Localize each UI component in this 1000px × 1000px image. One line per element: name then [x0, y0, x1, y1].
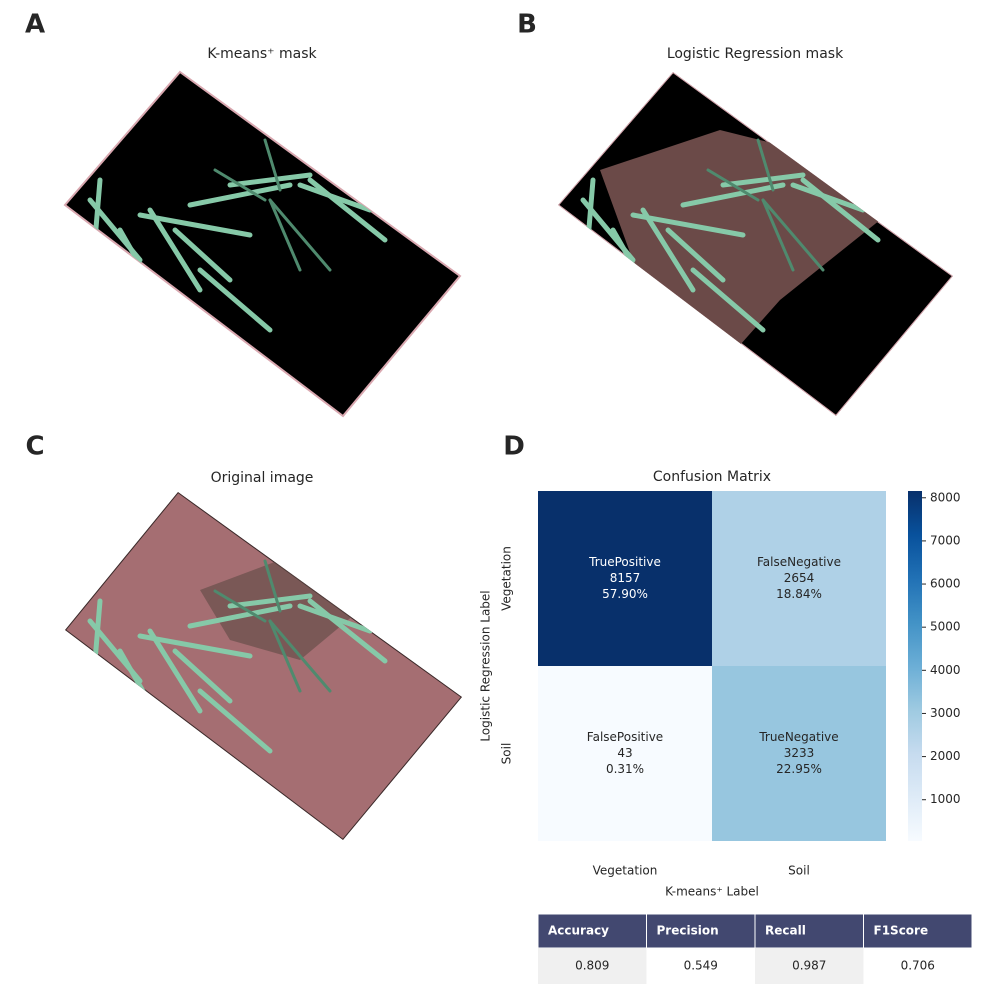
table-value: 0.706 — [901, 959, 935, 973]
heatmap-cell — [538, 666, 712, 841]
table-header-cell — [537, 913, 647, 949]
y-tick-label: Vegetation — [500, 546, 514, 611]
colorbar-tick-label: 1000 — [930, 792, 961, 806]
cell-percent: 57.90% — [602, 587, 648, 601]
heatmap-cell — [538, 491, 712, 666]
y-tick-label: Soil — [500, 743, 514, 765]
colorbar — [908, 491, 922, 841]
cell-percent: 18.84% — [776, 587, 822, 601]
table-value: 0.809 — [575, 959, 609, 973]
metrics-table: Accuracy Precision Recall F1Score 0.809 0.549… — [537, 913, 973, 984]
panel-title: K-means⁺ mask — [207, 46, 317, 62]
table-cell — [863, 948, 972, 984]
colorbar-tick-label: 2000 — [930, 749, 961, 763]
table-header-cell — [863, 913, 973, 949]
heatmap-cell — [712, 666, 886, 841]
cell-value: 3233 — [784, 746, 815, 760]
colorbar-tick-label: 7000 — [930, 533, 961, 547]
colorbar-tick-label: 4000 — [930, 663, 961, 677]
colorbar-tick-label: 8000 — [930, 490, 961, 504]
panel-letter: B — [517, 10, 537, 40]
cell-name: TrueNegative — [758, 730, 838, 744]
table-header-cell — [646, 913, 756, 949]
panel-letter: D — [503, 432, 525, 462]
colorbar-tick-label: 3000 — [930, 706, 961, 720]
table-cell — [538, 948, 647, 984]
heatmap-cell — [712, 491, 886, 666]
table-value: 0.987 — [792, 959, 826, 973]
panel-letter: C — [25, 432, 44, 462]
cell-percent: 0.31% — [606, 762, 644, 776]
x-tick-label: Soil — [788, 864, 810, 878]
table-cell — [646, 948, 755, 984]
table-header: Precision — [657, 924, 719, 938]
cell-value: 8157 — [610, 571, 641, 585]
cell-name: FalseNegative — [757, 555, 841, 569]
table-header-cell — [754, 913, 864, 949]
confusion-matrix: Confusion Matrix K-means⁺ Label Logistic… — [479, 469, 961, 899]
chart-title: Confusion Matrix — [653, 469, 771, 485]
table-cell — [755, 948, 864, 984]
image-lr-mask — [558, 72, 953, 416]
panel-letter: A — [25, 10, 45, 40]
image-original — [65, 492, 462, 840]
table-header: Recall — [765, 924, 806, 938]
cell-value: 43 — [617, 746, 632, 760]
cell-name: FalsePositive — [587, 730, 663, 744]
panel-title: Logistic Regression mask — [667, 46, 844, 62]
table-value: 0.549 — [684, 959, 718, 973]
table-header: F1Score — [874, 924, 929, 938]
y-axis-label: Logistic Regression Label — [479, 590, 493, 741]
panel-title: Original image — [211, 470, 314, 486]
x-tick-label: Vegetation — [593, 864, 658, 878]
x-axis-label: K-means⁺ Label — [665, 885, 759, 899]
cell-name: TruePositive — [588, 555, 661, 569]
table-header: Accuracy — [548, 924, 609, 938]
image-kmeans-mask — [63, 70, 462, 418]
colorbar-tick-label: 6000 — [930, 577, 961, 591]
cell-percent: 22.95% — [776, 762, 822, 776]
cell-value: 2654 — [784, 571, 815, 585]
colorbar-tick-label: 5000 — [930, 620, 961, 634]
